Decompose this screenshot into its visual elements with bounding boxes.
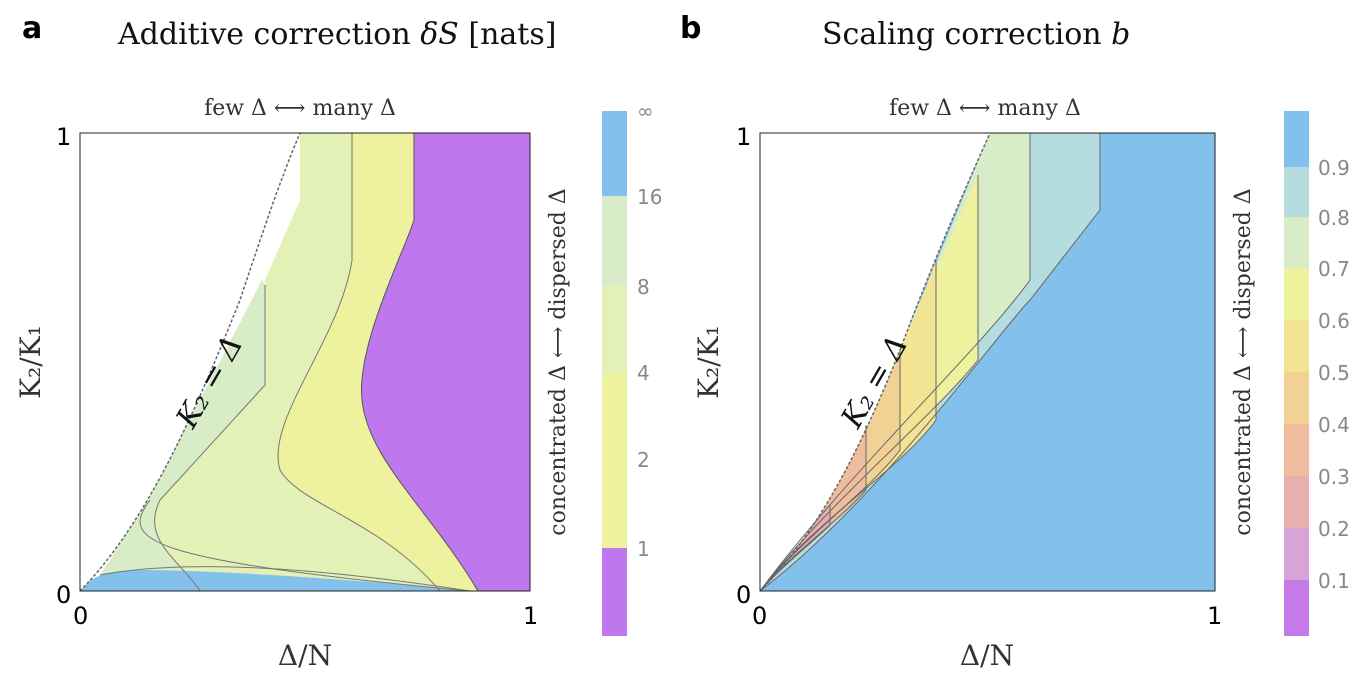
colorbar-b-bin-4 — [1284, 320, 1309, 372]
colorbar-b-tick-01: 0.1 — [1318, 569, 1350, 593]
colorbar-b-tick-06: 0.6 — [1318, 309, 1350, 333]
panel-b-xtick-1: 1 — [1207, 602, 1222, 630]
region-a-blue — [80, 570, 470, 591]
colorbar-b-bin-9 — [1284, 580, 1309, 636]
panel-a-letter: a — [22, 11, 42, 46]
colorbar-b-tick-04: 0.4 — [1318, 413, 1350, 437]
colorbar-b-tick-02: 0.2 — [1318, 517, 1350, 541]
colorbar-b-tick-08: 0.8 — [1318, 206, 1350, 230]
colorbar-b-bin-5 — [1284, 372, 1309, 424]
contour-b-3 — [759, 175, 979, 592]
contour-a-5 — [99, 566, 471, 592]
colorbar-a-bin-blue — [602, 111, 627, 196]
plot-a-frame — [79, 132, 531, 592]
panel-a-ytick-0: 0 — [56, 581, 71, 609]
panel-b-ytick-1: 1 — [736, 123, 751, 151]
panel-a-regions — [79, 132, 531, 592]
panel-a-xlabel: Δ/N — [278, 639, 332, 672]
panel-b: b Scaling correction b few Δ ⟷ many Δ — [680, 11, 1350, 672]
contour-b-1 — [759, 133, 1101, 592]
colorbar-b-bin-2 — [1284, 217, 1309, 268]
boundary-b — [759, 132, 991, 592]
region-b-gold — [760, 260, 936, 591]
panel-b-letter: b — [680, 11, 701, 46]
panel-b-right-label: concentrated Δ ⟷ dispersed Δ — [1231, 188, 1256, 535]
colorbar-a: ∞ 16 8 4 2 1 — [602, 99, 662, 636]
region-a-yellow2 — [154, 133, 441, 591]
colorbar-a-bin-green — [602, 196, 627, 286]
colorbar-a-tick-8: 8 — [637, 275, 650, 299]
panel-b-ytick-0: 0 — [736, 581, 751, 609]
boundary-a — [79, 132, 301, 592]
colorbar-b-tick-09: 0.9 — [1318, 156, 1350, 180]
contour-b-2 — [759, 133, 1031, 592]
contour-a-3 — [361, 133, 479, 592]
panel-a-right-label: concentrated Δ ⟷ dispersed Δ — [546, 188, 571, 535]
contour-b-5 — [759, 350, 901, 592]
panel-a-ytick-1: 1 — [56, 123, 71, 151]
panel-a-xtick-1: 1 — [523, 602, 538, 630]
region-a-green — [80, 280, 265, 591]
panel-b-xlabel: Δ/N — [960, 639, 1014, 672]
plot-b-frame — [759, 132, 1216, 592]
colorbar-a-bin-purple — [602, 548, 627, 636]
colorbar-a-tick-2: 2 — [637, 448, 650, 472]
panel-a: a Additive correction δS [nats] few Δ ⟷ … — [14, 11, 662, 672]
colorbar-b-tick-05: 0.5 — [1318, 361, 1350, 385]
colorbar-a-tick-16: 16 — [637, 185, 662, 209]
colorbar-a-tick-inf: ∞ — [637, 99, 654, 123]
panel-b-title: Scaling correction b — [822, 17, 1130, 52]
colorbar-a-tick-1: 1 — [637, 537, 650, 561]
colorbar-b-tick-07: 0.7 — [1318, 257, 1350, 281]
colorbar-b: 0.9 0.8 0.7 0.6 0.5 0.4 0.3 0.2 0.1 — [1284, 111, 1350, 636]
colorbar-b-bin-6 — [1284, 424, 1309, 476]
panel-b-ylabel: K₂/K₁ — [692, 325, 725, 399]
region-a-yellow — [278, 133, 478, 591]
contour-a-4 — [139, 499, 471, 592]
colorbar-b-bin-8 — [1284, 528, 1309, 580]
contour-a-1 — [277, 133, 441, 592]
colorbar-a-bin-yellow0 — [602, 459, 627, 548]
colorbar-a-bin-yellow1 — [602, 372, 627, 459]
region-b-orange — [760, 350, 900, 591]
colorbar-b-bin-0 — [1284, 111, 1309, 167]
colorbar-b-bin-1 — [1284, 167, 1309, 217]
region-a-outside — [80, 133, 300, 591]
panel-b-top-label: few Δ ⟷ many Δ — [889, 96, 1081, 121]
region-b-salmon — [760, 425, 866, 591]
colorbar-a-tick-4: 4 — [637, 361, 650, 385]
panel-b-xtick-0: 0 — [752, 602, 767, 630]
region-b-outside — [760, 133, 990, 591]
panel-b-regions — [759, 132, 1216, 592]
panel-a-xtick-0: 0 — [73, 602, 88, 630]
colorbar-b-bin-3 — [1284, 268, 1309, 320]
contour-a-2 — [154, 285, 266, 592]
panel-a-ylabel: K₂/K₁ — [14, 325, 47, 399]
panel-a-top-label: few Δ ⟷ many Δ — [204, 96, 396, 121]
colorbar-b-tick-03: 0.3 — [1318, 465, 1350, 489]
colorbar-a-bin-yellow2 — [602, 286, 627, 372]
colorbar-b-bin-7 — [1284, 476, 1309, 528]
panel-a-title: Additive correction δS [nats] — [117, 17, 556, 52]
